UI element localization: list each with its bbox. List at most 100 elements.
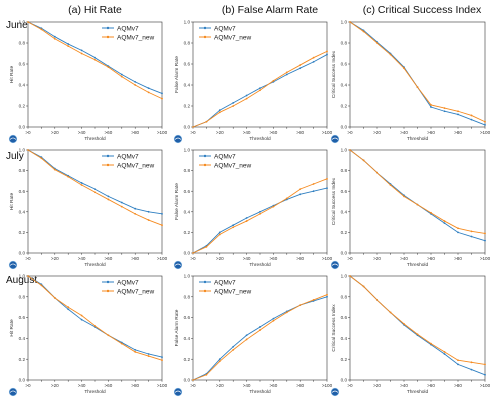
panel-june-hit-rate: 0.0 0.2 0.4 0.6 0.8 1.0 >0 >20 >40 >60 >80 >100 Thre… [8, 20, 168, 144]
panel-june-critical-success-index: 0.0 0.2 0.4 0.6 0.8 1.0 >0 >20 >40 >60 >80 >100 Thre… [330, 20, 491, 144]
data-point-aqmv7-new [120, 205, 123, 208]
x-tick-label: >100 [322, 130, 333, 135]
x-tick-label: >0 [347, 383, 353, 388]
y-tick-label: 0.6 [341, 315, 348, 320]
data-point-aqmv7-new [259, 212, 261, 215]
y-tick-label: 0.2 [184, 230, 191, 235]
data-point-aqmv7 [443, 110, 446, 113]
logo-wave [174, 390, 182, 393]
data-point-aqmv7-new [349, 275, 351, 277]
y-tick-label: 0.8 [184, 41, 191, 46]
column-title-false-alarm-rate: (b) False Alarm Rate [222, 4, 318, 16]
data-point-aqmv7 [120, 201, 123, 204]
y-axis-label: False Alarm Rate [174, 183, 180, 220]
data-point-aqmv7 [80, 182, 83, 184]
panel-august-critical-success-index: 0.0 0.2 0.4 0.6 0.8 1.0 >0 >20 >40 >60 >80 >100 Thre… [330, 274, 491, 397]
x-tick-label: >80 [131, 383, 139, 388]
data-point-aqmv7 [232, 224, 235, 227]
y-tick-label: 0.8 [19, 168, 26, 173]
data-point-aqmv7 [443, 222, 446, 225]
y-axis-label: Critical Success Index [331, 50, 337, 98]
x-tick-label: >40 [400, 256, 408, 261]
y-tick-label: 0.0 [341, 125, 348, 130]
logo-wave [331, 137, 339, 140]
legend-marker-aqmv7 [106, 154, 110, 158]
data-point-aqmv7 [134, 80, 137, 83]
data-point-aqmv7-new [416, 203, 419, 206]
y-tick-label: 0.6 [19, 315, 26, 320]
data-point-aqmv7-new [349, 21, 351, 23]
legend: AQMv7 AQMv7_new [199, 279, 252, 295]
logo-circle [330, 134, 340, 144]
data-point-aqmv7 [147, 353, 150, 355]
data-point-aqmv7-new [376, 299, 378, 301]
logo-wave [174, 263, 182, 266]
row-title-july: July [6, 151, 24, 162]
x-tick-label: >100 [322, 383, 333, 388]
y-tick-label: 1.0 [184, 148, 191, 153]
legend-marker-aqmv7-new [203, 163, 207, 167]
legend: AQMv7 AQMv7_new [102, 153, 155, 169]
data-point-aqmv7 [285, 73, 288, 76]
data-point-aqmv7-new [484, 363, 486, 366]
data-point-aqmv7-new [40, 157, 43, 160]
data-point-aqmv7 [457, 363, 459, 366]
data-point-aqmv7 [484, 239, 486, 242]
data-point-aqmv7 [107, 195, 110, 198]
data-point-aqmv7-new [285, 71, 288, 74]
logo-circle [8, 260, 18, 270]
row-title-june: June [6, 20, 28, 31]
x-tick-label: >80 [454, 130, 462, 135]
panel-july-hit-rate: 0.0 0.2 0.4 0.6 0.8 1.0 >0 >20 >40 >60 >80 >100 Thre… [8, 148, 168, 270]
y-tick-label: 1.0 [184, 20, 191, 25]
x-tick-label: >80 [131, 130, 139, 135]
data-point-aqmv7-new [285, 311, 288, 314]
x-tick-label: >40 [243, 256, 251, 261]
data-point-aqmv7-new [134, 84, 137, 86]
agency-logo-icon [8, 134, 18, 144]
x-tick-label: >0 [190, 256, 196, 261]
data-point-aqmv7-new [389, 184, 392, 186]
data-point-aqmv7-new [120, 342, 123, 345]
data-point-aqmv7-new [349, 149, 351, 151]
data-point-aqmv7-new [134, 212, 137, 215]
y-tick-label: 0.4 [184, 209, 191, 214]
data-point-aqmv7 [134, 348, 137, 351]
y-tick-label: 0.2 [19, 230, 26, 235]
legend: AQMv7 AQMv7_new [102, 25, 155, 41]
data-point-aqmv7-new [430, 211, 432, 214]
data-point-aqmv7-new [147, 219, 150, 221]
data-point-aqmv7 [272, 317, 275, 320]
x-tick-label: >60 [270, 256, 278, 261]
x-tick-label: >100 [322, 256, 333, 261]
data-point-aqmv7 [218, 358, 221, 361]
y-tick-label: 0.4 [341, 209, 348, 214]
data-point-aqmv7-new [232, 105, 235, 107]
data-point-aqmv7-new [457, 110, 459, 113]
legend: AQMv7 AQMv7_new [199, 25, 252, 41]
legend: AQMv7 AQMv7_new [199, 153, 252, 169]
x-tick-label: >40 [400, 130, 408, 135]
data-point-aqmv7-new [443, 220, 446, 222]
data-point-aqmv7 [218, 109, 221, 112]
x-tick-label: >80 [296, 130, 304, 135]
y-tick-label: 0.0 [19, 378, 26, 383]
x-tick-label: >100 [157, 130, 168, 135]
x-tick-label: >0 [347, 130, 353, 135]
x-tick-label: >60 [105, 256, 113, 261]
data-point-aqmv7-new [403, 67, 405, 70]
y-tick-label: 0.2 [341, 104, 348, 109]
x-tick-label: >100 [480, 256, 491, 261]
agency-logo-icon [8, 387, 18, 397]
logo-wave [9, 390, 17, 393]
legend-label-aqmv7: AQMv7 [117, 153, 139, 160]
data-point-aqmv7-new [362, 285, 365, 288]
x-tick-label: >20 [216, 130, 224, 135]
data-point-aqmv7 [326, 187, 328, 190]
data-point-aqmv7 [484, 124, 486, 126]
data-point-aqmv7-new [443, 351, 446, 353]
x-tick-label: >80 [296, 383, 304, 388]
data-point-aqmv7-new [259, 89, 261, 92]
x-axis-label: Threshold [84, 389, 106, 395]
y-tick-label: 0.8 [184, 294, 191, 299]
